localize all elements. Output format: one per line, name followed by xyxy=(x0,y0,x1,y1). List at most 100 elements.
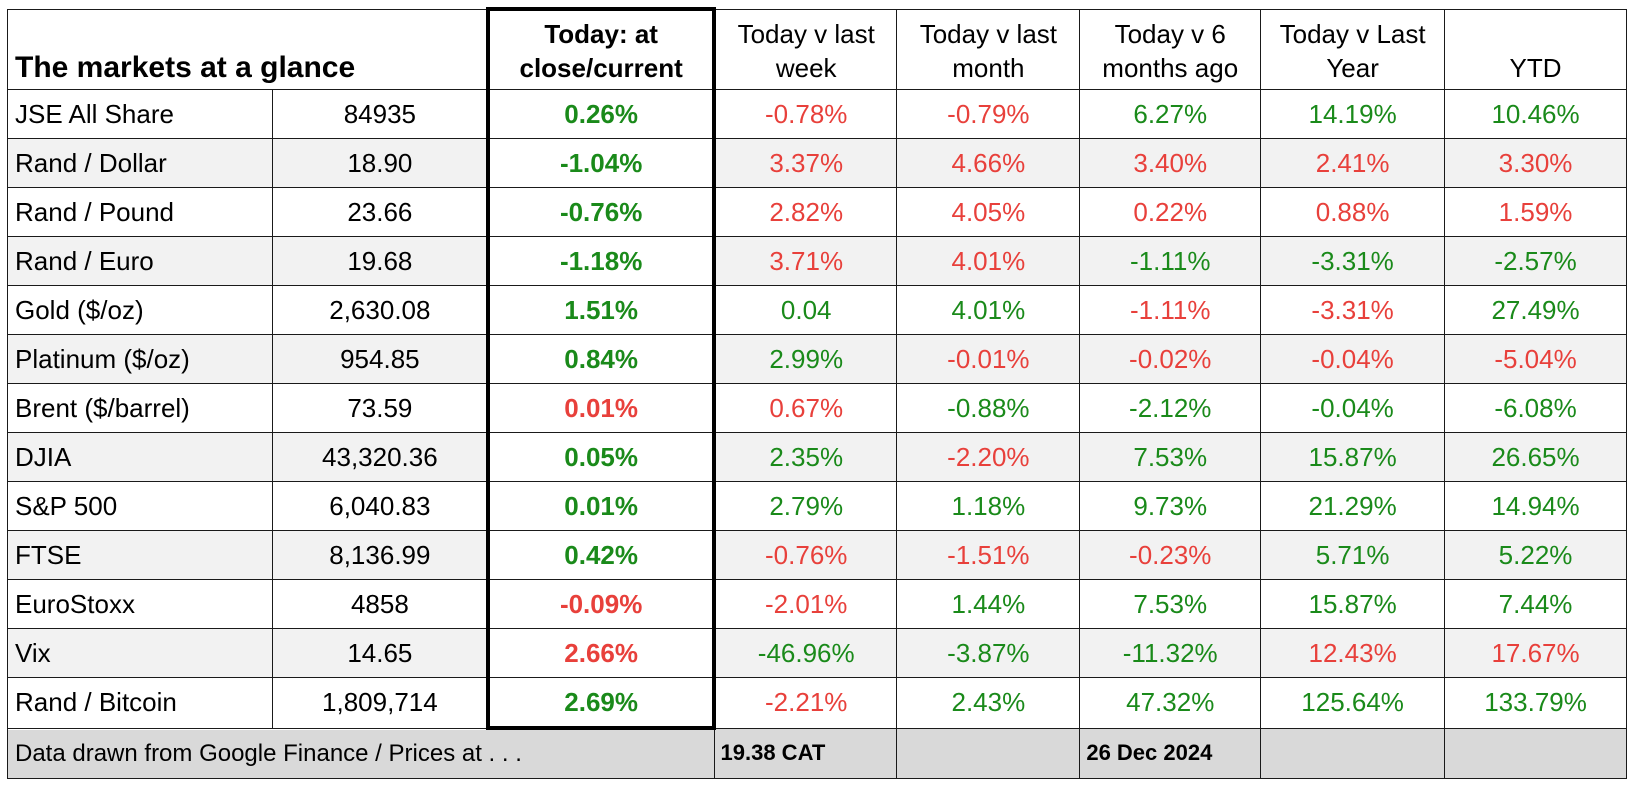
cell-year: -3.31% xyxy=(1260,285,1446,335)
cell-week: 3.37% xyxy=(713,138,898,188)
cell-month: 4.01% xyxy=(896,236,1081,286)
cell-six-months: -0.02% xyxy=(1079,334,1262,384)
cell-today: 0.84% xyxy=(486,334,717,384)
row-value: 1,809,714 xyxy=(272,677,489,729)
cell-today: 0.05% xyxy=(486,432,717,482)
row-name: EuroStoxx xyxy=(6,579,274,629)
header-row: The markets at a glance Today: at close/… xyxy=(7,7,1627,90)
table-row: Rand / Pound 23.66 -0.76% 2.82% 4.05% 0.22% 0.… xyxy=(6,187,1627,237)
cell-year: 15.87% xyxy=(1260,432,1446,482)
row-name: Rand / Euro xyxy=(6,236,274,286)
cell-month: -1.51% xyxy=(896,530,1081,580)
cell-today: -0.09% xyxy=(486,579,717,629)
cell-today: 1.51% xyxy=(486,285,717,335)
cell-week: 3.71% xyxy=(713,236,898,286)
cell-six-months: 6.27% xyxy=(1079,89,1262,139)
cell-week: 0.67% xyxy=(713,383,898,433)
cell-year: -3.31% xyxy=(1260,236,1446,286)
cell-week: 0.04 xyxy=(713,285,898,335)
row-value: 6,040.83 xyxy=(272,481,489,531)
cell-today: 0.01% xyxy=(486,481,717,531)
row-name: S&P 500 xyxy=(6,481,274,531)
cell-six-months: 7.53% xyxy=(1079,432,1262,482)
cell-year: -0.04% xyxy=(1260,383,1446,433)
cell-month: -0.88% xyxy=(896,383,1081,433)
cell-month: 4.66% xyxy=(896,138,1081,188)
row-name: JSE All Share xyxy=(6,89,274,139)
cell-ytd: 7.44% xyxy=(1444,579,1627,629)
cell-today: 0.42% xyxy=(486,530,717,580)
cell-six-months: -1.11% xyxy=(1079,236,1262,286)
row-value: 43,320.36 xyxy=(272,432,489,482)
row-value: 23.66 xyxy=(272,187,489,237)
cell-year: 21.29% xyxy=(1260,481,1446,531)
table-row: FTSE 8,136.99 0.42% -0.76% -1.51% -0.23% 5.71%… xyxy=(6,530,1627,580)
row-name: Rand / Bitcoin xyxy=(6,677,274,729)
table-row: Brent ($/barrel) 73.59 0.01% 0.67% -0.88% -2.… xyxy=(6,383,1627,433)
cell-ytd: -6.08% xyxy=(1444,383,1627,433)
cell-ytd: 17.67% xyxy=(1444,628,1627,678)
cell-ytd: 3.30% xyxy=(1444,138,1627,188)
row-name: Brent ($/barrel) xyxy=(6,383,274,433)
cell-today: 0.26% xyxy=(486,89,717,139)
cell-month: -0.01% xyxy=(896,334,1081,384)
cell-today: -0.76% xyxy=(486,187,717,237)
cell-year: 15.87% xyxy=(1260,579,1446,629)
row-name: Platinum ($/oz) xyxy=(6,334,274,384)
cell-month: -2.20% xyxy=(896,432,1081,482)
cell-week: 2.79% xyxy=(713,481,898,531)
table-row: EuroStoxx 4858 -0.09% -2.01% 1.44% 7.53% 15.87… xyxy=(6,579,1627,629)
cell-year: 14.19% xyxy=(1260,89,1446,139)
cell-six-months: -2.12% xyxy=(1079,383,1262,433)
table-row: Rand / Dollar 18.90 -1.04% 3.37% 4.66% 3.40% 2… xyxy=(6,138,1627,188)
cell-ytd: 14.94% xyxy=(1444,481,1627,531)
cell-month: 4.01% xyxy=(896,285,1081,335)
row-value: 8,136.99 xyxy=(272,530,489,580)
table-row: Platinum ($/oz) 954.85 0.84% 2.99% -0.01% -0.… xyxy=(6,334,1627,384)
cell-ytd: -2.57% xyxy=(1444,236,1627,286)
cell-ytd: 1.59% xyxy=(1444,187,1627,237)
row-value: 954.85 xyxy=(272,334,489,384)
col-header-month: Today v last month xyxy=(896,8,1081,90)
row-name: DJIA xyxy=(6,432,274,482)
cell-ytd: 26.65% xyxy=(1444,432,1627,482)
row-name: FTSE xyxy=(6,530,274,580)
cell-month: 2.43% xyxy=(896,677,1081,729)
row-value: 19.68 xyxy=(272,236,489,286)
row-value: 2,630.08 xyxy=(272,285,489,335)
cell-month: 4.05% xyxy=(896,187,1081,237)
footer-empty xyxy=(896,727,1081,779)
cell-six-months: 7.53% xyxy=(1079,579,1262,629)
cell-year: 125.64% xyxy=(1260,677,1446,729)
footer-date: 26 Dec 2024 xyxy=(1079,727,1262,779)
footer-source: Data drawn from Google Finance / Prices … xyxy=(7,727,715,779)
cell-week: -46.96% xyxy=(713,628,898,678)
cell-year: 2.41% xyxy=(1260,138,1446,188)
cell-ytd: 10.46% xyxy=(1444,89,1627,139)
cell-six-months: -11.32% xyxy=(1079,628,1262,678)
table-row: S&P 500 6,040.83 0.01% 2.79% 1.18% 9.73% 21.29… xyxy=(6,481,1627,531)
cell-month: 1.44% xyxy=(896,579,1081,629)
markets-table: The markets at a glance Today: at close/… xyxy=(6,7,1627,779)
row-name: Vix xyxy=(6,628,274,678)
cell-ytd: 27.49% xyxy=(1444,285,1627,335)
cell-year: 5.71% xyxy=(1260,530,1446,580)
row-name: Rand / Dollar xyxy=(6,138,274,188)
cell-week: 2.35% xyxy=(713,432,898,482)
cell-today: 2.69% xyxy=(486,677,717,730)
col-header-year: Today v Last Year xyxy=(1260,8,1446,90)
cell-week: 2.99% xyxy=(713,334,898,384)
cell-today: -1.18% xyxy=(486,236,717,286)
col-header-week: Today v last week xyxy=(713,8,898,90)
table-row: DJIA 43,320.36 0.05% 2.35% -2.20% 7.53% 15.87%… xyxy=(6,432,1627,482)
table-row: Rand / Euro 19.68 -1.18% 3.71% 4.01% -1.11% -3… xyxy=(6,236,1627,286)
footer-row: Data drawn from Google Finance / Prices … xyxy=(7,727,1627,779)
col-header-today: Today: at close/current xyxy=(486,7,717,90)
col-header-ytd: YTD xyxy=(1444,8,1627,90)
row-value: 18.90 xyxy=(272,138,489,188)
table-title: The markets at a glance xyxy=(7,8,489,90)
cell-week: -0.76% xyxy=(713,530,898,580)
cell-week: -2.21% xyxy=(713,677,898,729)
row-value: 4858 xyxy=(272,579,489,629)
cell-year: 0.88% xyxy=(1260,187,1446,237)
